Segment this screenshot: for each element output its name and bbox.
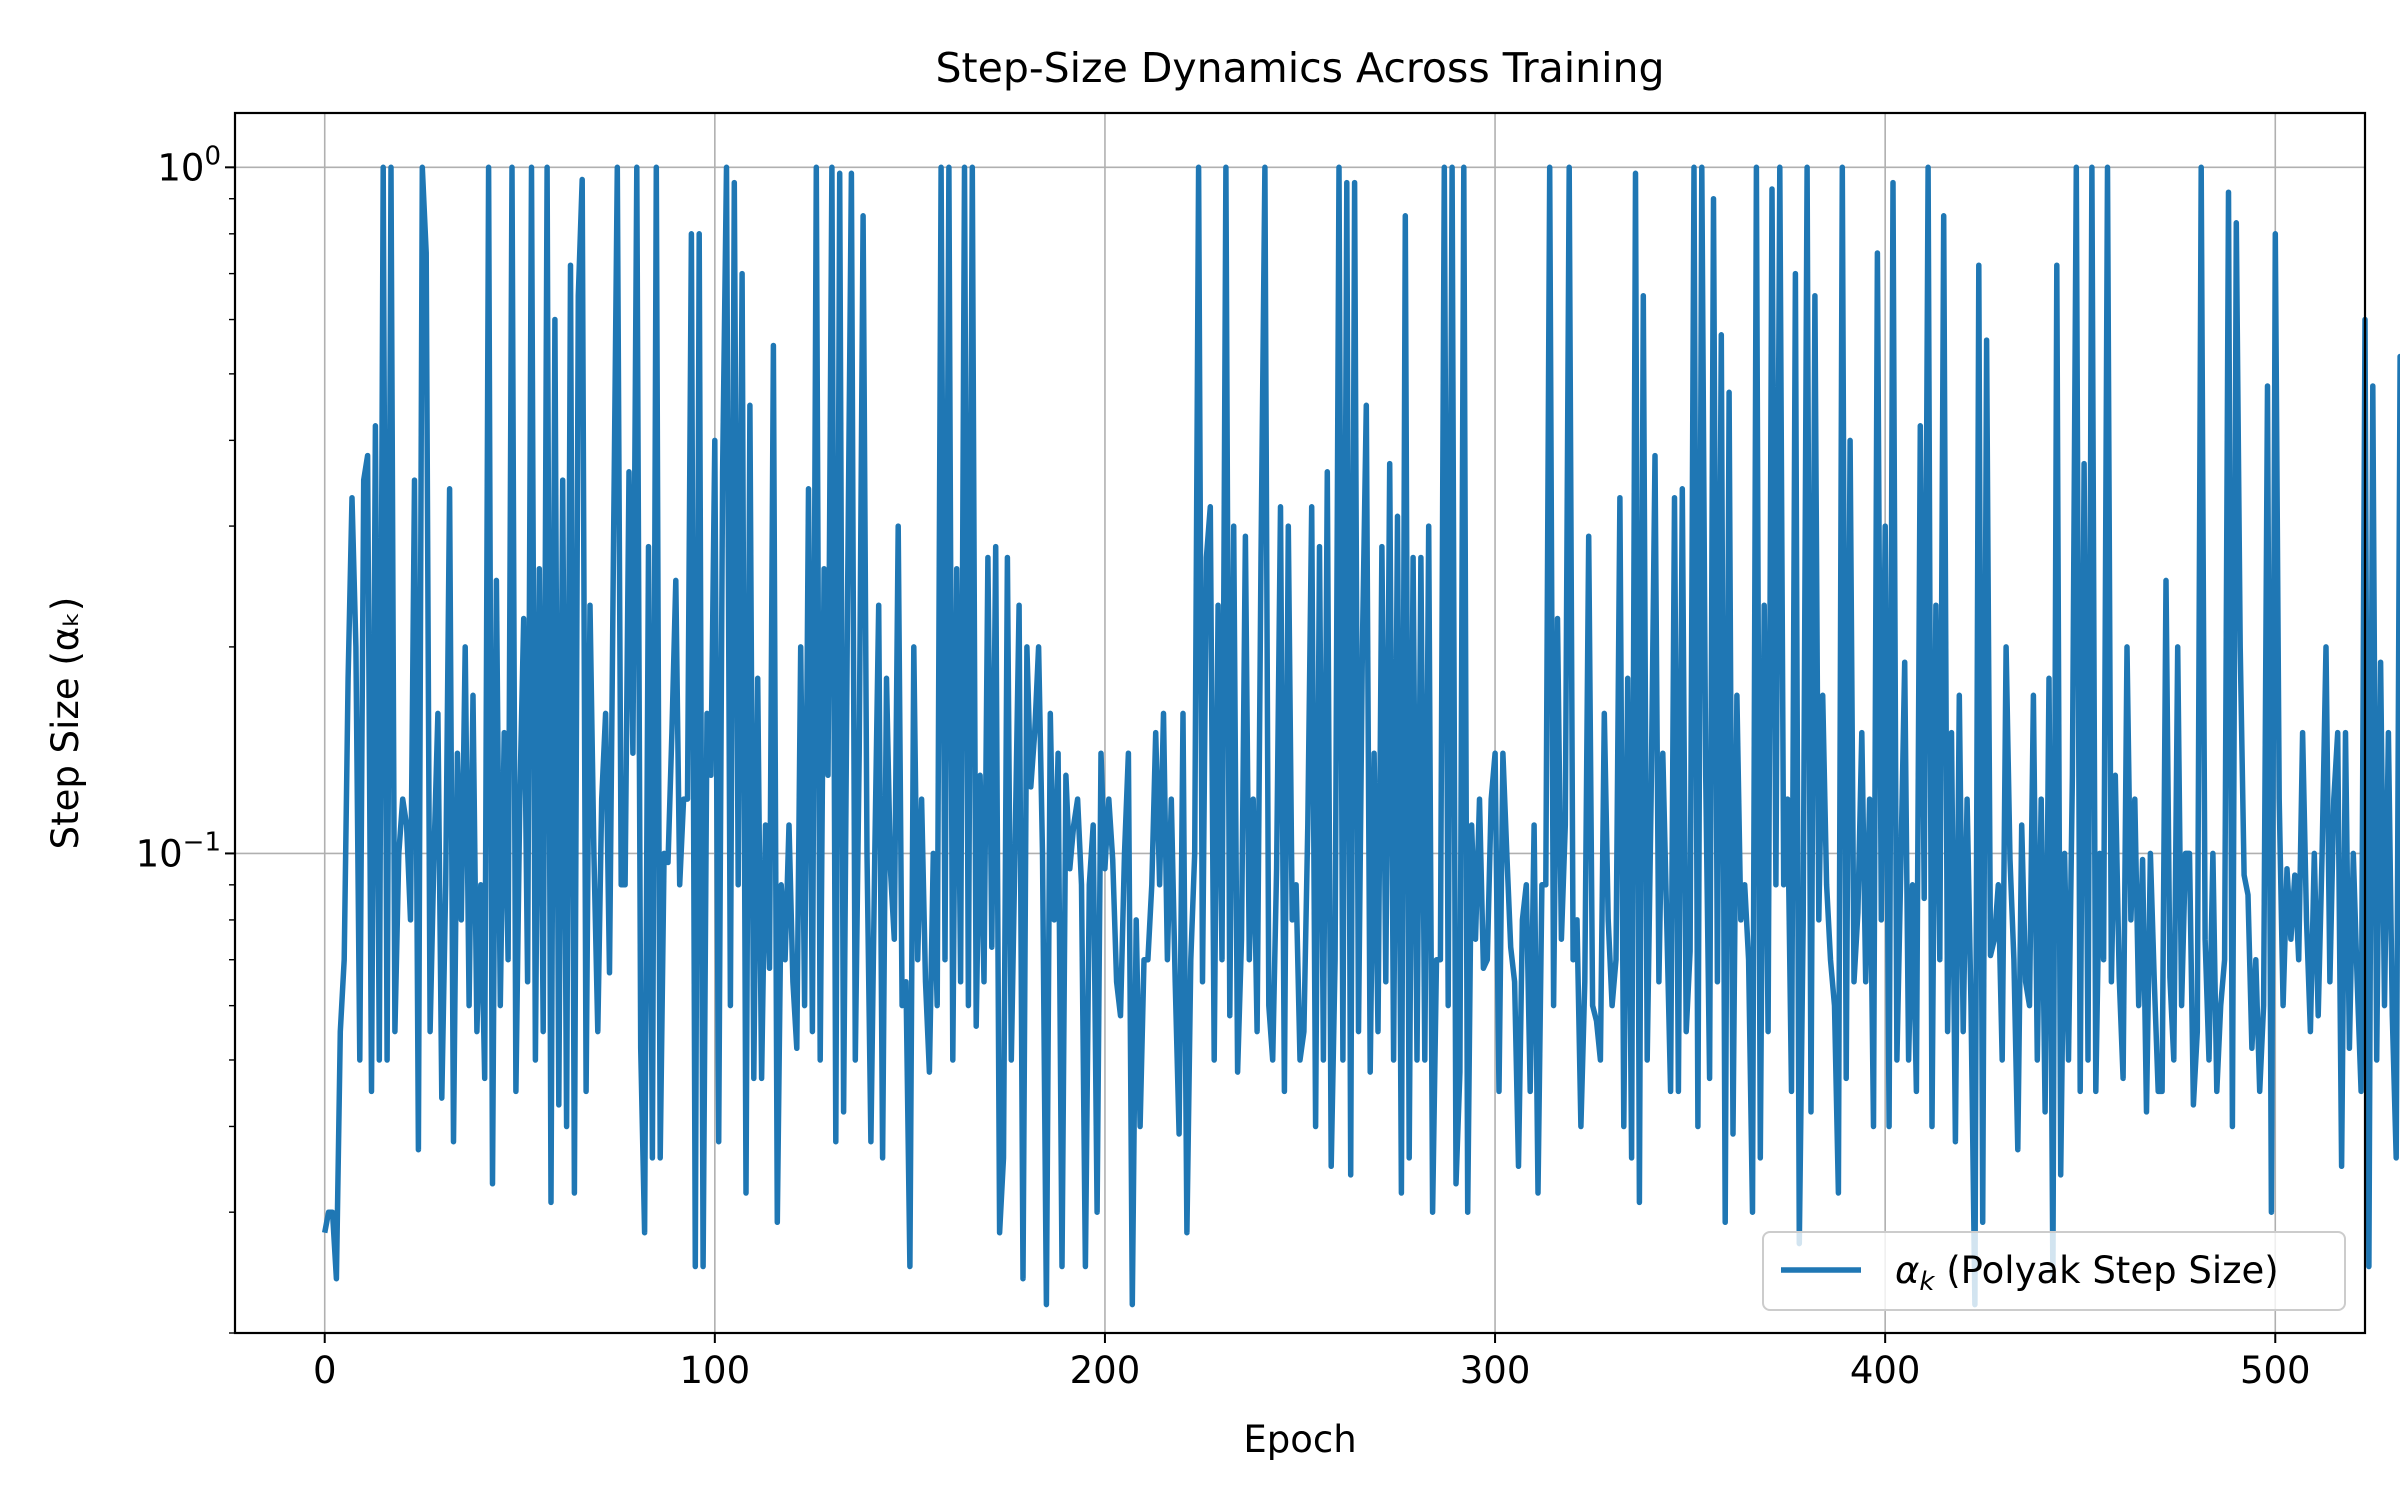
legend-subscript: k	[1919, 1267, 1935, 1297]
legend-series-name-close: )	[2264, 1249, 2278, 1292]
legend-symbol: α	[1895, 1249, 1919, 1292]
x-tick-label: 200	[1070, 1349, 1141, 1392]
legend: αk (Polyak Step Size)	[1762, 1231, 2346, 1311]
legend-label: αk (Polyak Step Size)	[1895, 1249, 2279, 1297]
plot-frame	[233, 111, 2367, 1335]
legend-box	[1762, 1231, 2346, 1311]
x-tick-label: 100	[680, 1349, 751, 1392]
chart-title: Step-Size Dynamics Across Training	[936, 44, 1665, 92]
axes: 0 100 200 300 400 500 10−1 100	[136, 141, 2311, 1392]
x-tick-label: 0	[313, 1349, 337, 1392]
x-tick-label: 400	[1850, 1349, 1921, 1392]
series-layer	[321, 164, 2400, 1308]
x-axis-label: Epoch	[1243, 1418, 1356, 1461]
y-tick-label: 100	[157, 141, 221, 189]
legend-series-name-text: Polyak Step Size	[1961, 1249, 2265, 1292]
y-tick-label: 10−1	[136, 827, 221, 875]
series-line	[321, 164, 2400, 1308]
y-axis-label: Step Size (αₖ)	[44, 597, 87, 850]
legend-series-name: (	[1934, 1249, 1960, 1292]
x-tick-label: 500	[2240, 1349, 2311, 1392]
x-tick-label: 300	[1460, 1349, 1531, 1392]
